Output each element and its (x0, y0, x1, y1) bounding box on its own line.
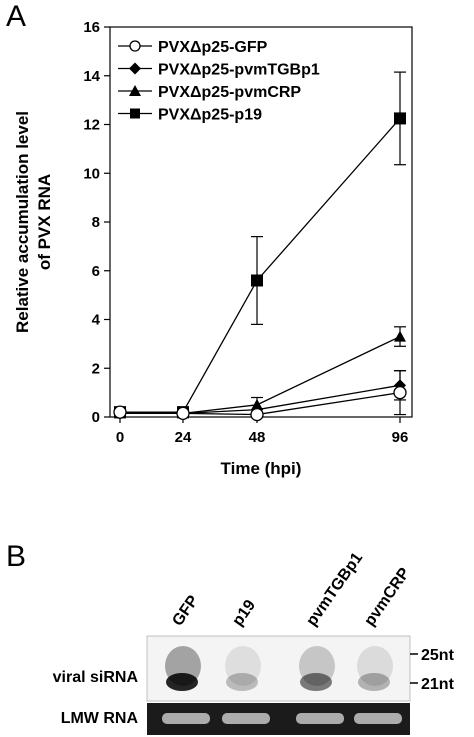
legend-marker (130, 108, 140, 119)
y-tick-label: 2 (92, 360, 100, 377)
x-axis: 0 24 48 96 (116, 417, 409, 446)
lane-label: pvmTGBp1 (303, 550, 366, 630)
x-tick-label: 0 (116, 429, 124, 446)
data-point (250, 407, 264, 422)
series-line (119, 391, 401, 416)
siRNA-bands (165, 646, 393, 691)
data-point (113, 405, 127, 419)
y-tick-label: 4 (92, 312, 101, 329)
legend: PVXΔp25-GFP PVXΔp25-pvmTGBp1 PVXΔp25-pvmCR… (118, 39, 320, 124)
legend-marker (129, 62, 141, 75)
lane-label: p19 (229, 597, 259, 629)
siRNA-band (166, 673, 198, 691)
size-marker-21nt: 21nt (421, 676, 455, 693)
y-tick-label: 0 (92, 409, 100, 426)
data-point (176, 406, 190, 420)
y-axis-label-line1: Relative accumulation level (13, 111, 32, 333)
row-label-viral-sirna: viral siRNA (53, 669, 139, 686)
x-tick-label: 96 (392, 429, 409, 446)
legend-label: PVXΔp25-GFP (158, 39, 268, 56)
lmw-rna-band (222, 713, 270, 724)
panel-b-label: B (6, 540, 26, 573)
lmw-rna-band (354, 713, 402, 724)
y-tick-label: 8 (92, 214, 100, 231)
y-axis: 0 2 4 6 8 10 12 14 16 (83, 19, 110, 426)
lmw-rna-band (296, 713, 344, 724)
y-tick-label: 16 (83, 19, 100, 36)
legend-label: PVXΔp25-p19 (158, 107, 262, 124)
lane-label: pvmCRP (361, 565, 413, 630)
siRNA-band (226, 673, 258, 691)
legend-label: PVXΔp25-pvmCRP (158, 84, 301, 101)
panel-a-label: A (6, 0, 26, 33)
size-marker-25nt: 25nt (421, 647, 455, 664)
data-point (393, 385, 407, 400)
row-label-lmw-rna: LMW RNA (61, 710, 139, 727)
x-tick-label: 48 (249, 429, 266, 446)
data-point (394, 330, 406, 342)
siRNA-band (358, 673, 390, 691)
siRNA-blot-background (146, 635, 411, 702)
lmw-rna-bands (162, 713, 402, 724)
y-tick-label: 14 (83, 68, 100, 85)
legend-marker (129, 85, 141, 96)
siRNA-band (300, 673, 332, 691)
y-axis-label-line2: of PVX RNA (35, 174, 54, 270)
x-tick-label: 24 (175, 429, 192, 446)
lmw-rna-band (162, 713, 210, 724)
legend-marker (129, 40, 141, 52)
x-axis-label: Time (hpi) (221, 459, 302, 478)
lane-label: GFP (169, 592, 202, 629)
siRNA-smear (357, 646, 393, 686)
series-0 (113, 370, 407, 422)
y-tick-label: 10 (83, 165, 100, 182)
legend-label: PVXΔp25-pvmTGBp1 (158, 62, 320, 79)
series-layer (113, 71, 407, 422)
data-point (251, 274, 263, 287)
siRNA-smear (225, 646, 261, 686)
y-tick-label: 6 (92, 263, 100, 280)
data-point (394, 112, 406, 125)
plot-frame (109, 26, 413, 418)
y-tick-label: 12 (83, 117, 100, 134)
